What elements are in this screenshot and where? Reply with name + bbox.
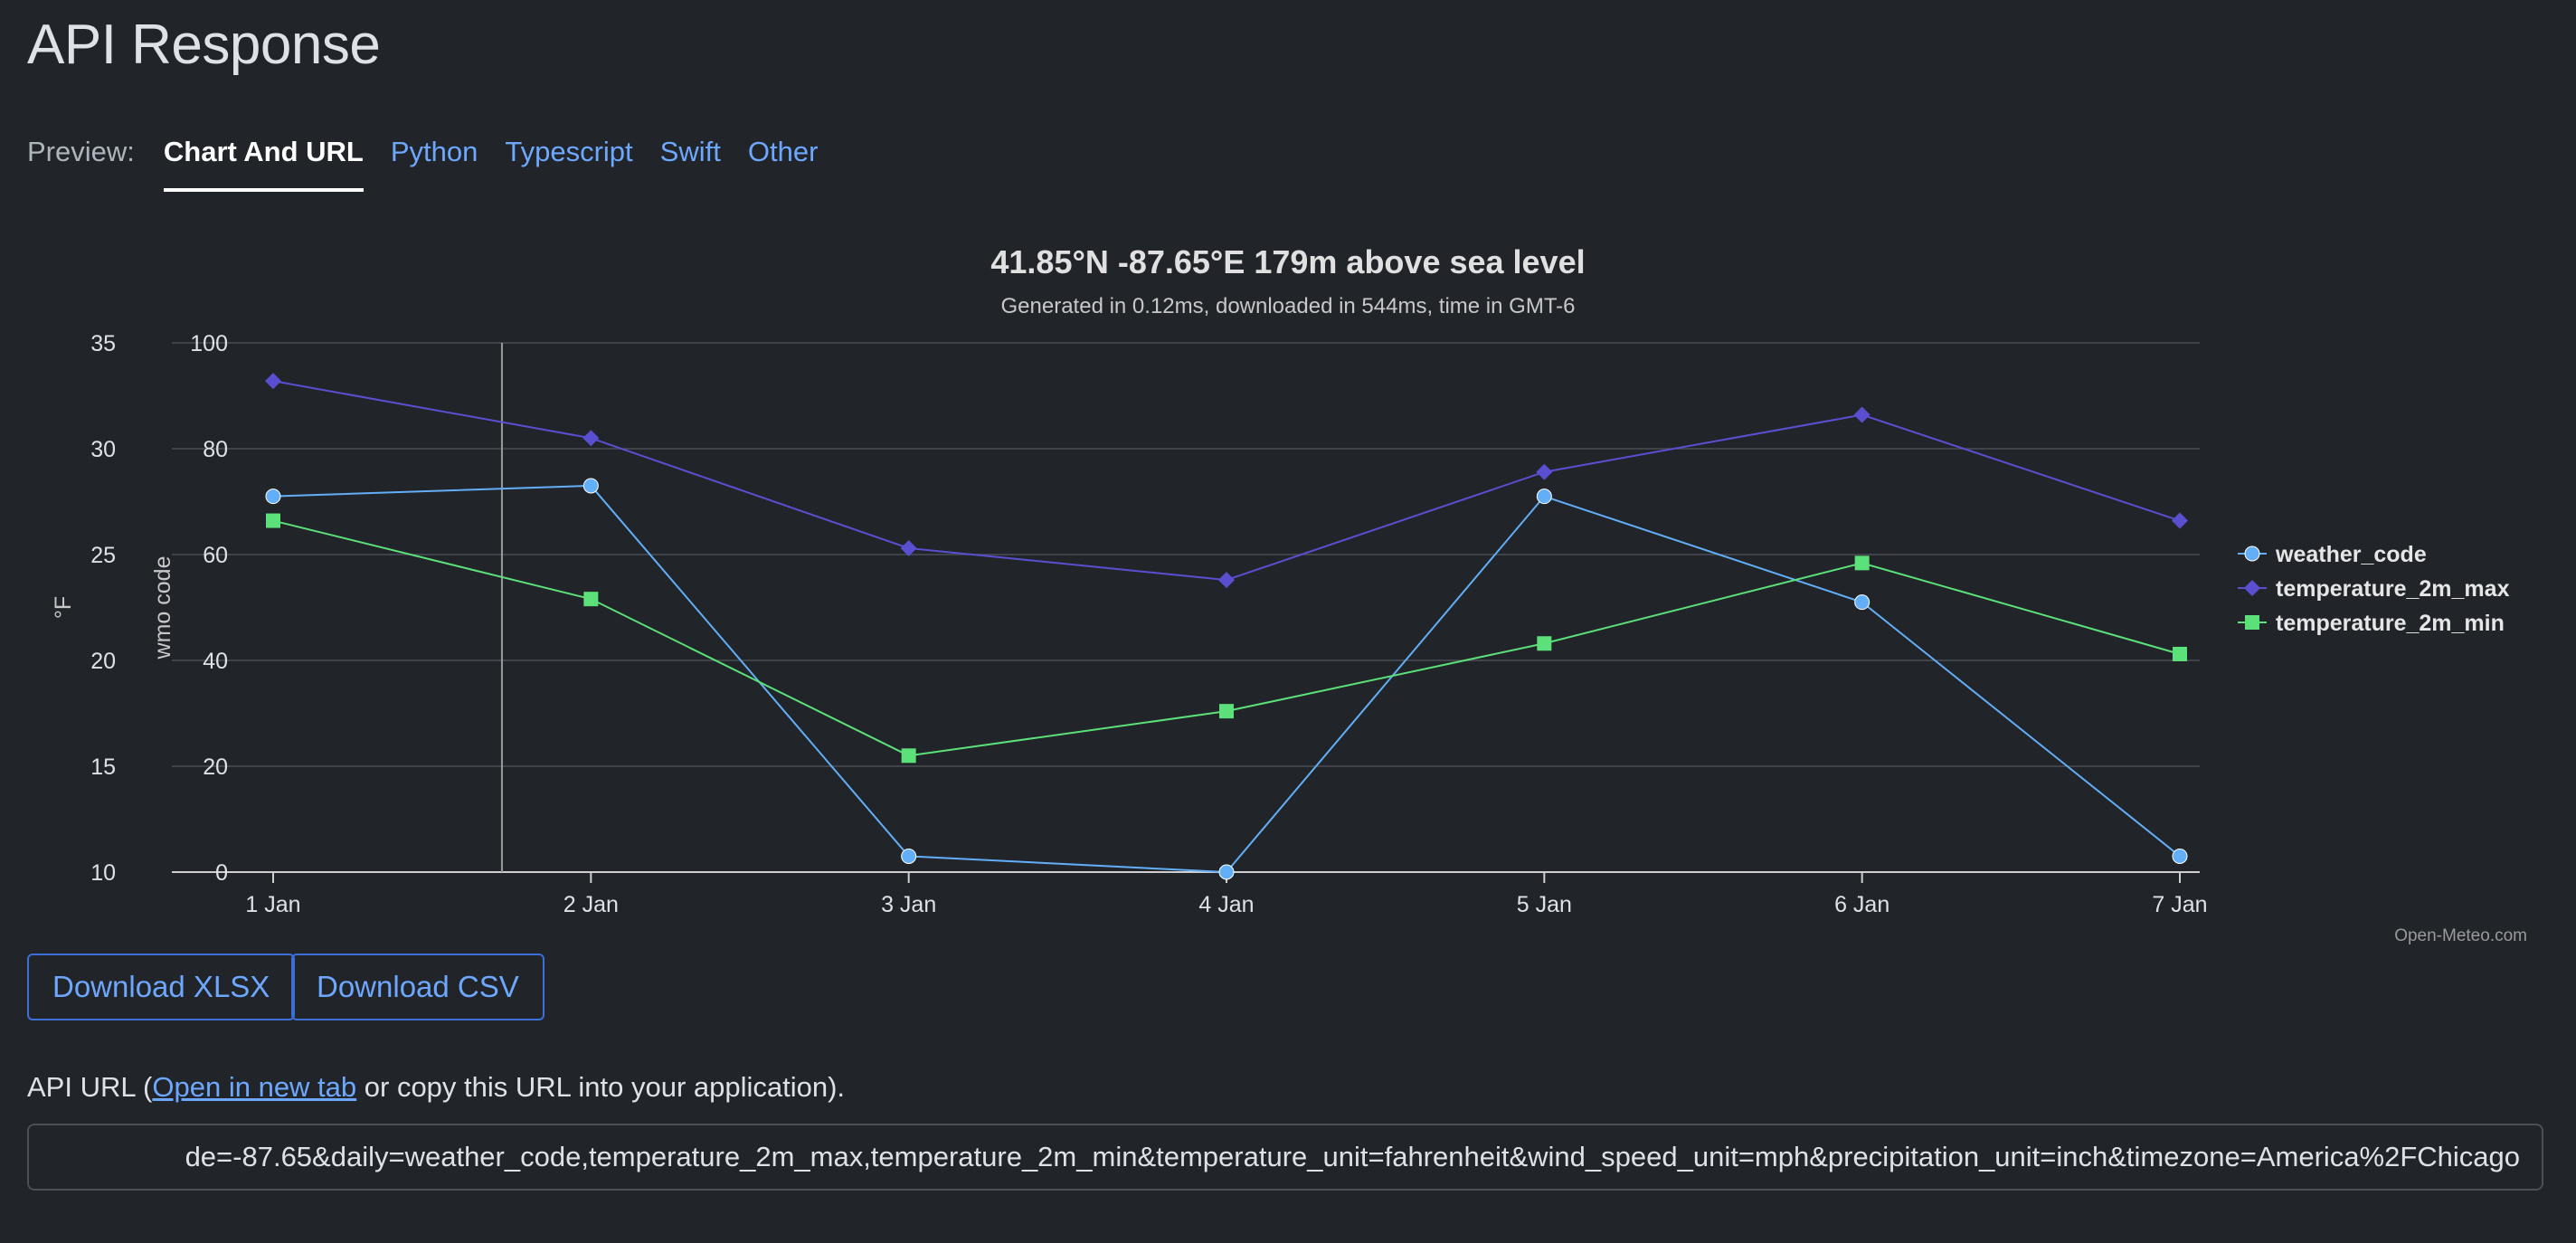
line-chart[interactable]: 41.85°N -87.65°E 179m above sea level Gen… (0, 217, 2576, 959)
tab-python[interactable]: Python (390, 136, 478, 167)
data-point-temperature_2m_max[interactable] (1536, 463, 1553, 480)
x-tick-label: 6 Jan (1834, 892, 1889, 917)
y-tick-label-wmo: 80 (203, 437, 228, 462)
y-tick-label-wmo: 40 (203, 649, 228, 674)
y-tick-label-wmo: 20 (203, 754, 228, 780)
data-point-temperature_2m_min[interactable] (901, 748, 916, 764)
data-point-temperature_2m_min[interactable] (583, 592, 599, 607)
data-point-temperature_2m_min[interactable] (1219, 704, 1234, 719)
tab-typescript[interactable]: Typescript (505, 136, 633, 167)
y-tick-label-wmo: 100 (190, 331, 228, 356)
api-url-label-suffix: or copy this URL into your application). (356, 1071, 846, 1103)
chart-subtitle: Generated in 0.12ms, downloaded in 544ms… (1001, 294, 1576, 318)
data-point-temperature_2m_min[interactable] (2173, 646, 2187, 661)
legend-item-weather_code: weather_code (2275, 542, 2427, 567)
data-point-weather_code[interactable] (901, 848, 917, 864)
data-point-temperature_2m_max[interactable] (265, 373, 281, 390)
y-tick-label-temp: 30 (90, 437, 116, 462)
series-line-temperature_2m_max (272, 380, 2181, 582)
legend-marker-weather_code[interactable] (2244, 546, 2260, 562)
preview-label: Preview: (27, 136, 135, 167)
y-tick-label-wmo: 60 (203, 543, 228, 568)
page-title: API Response (27, 14, 381, 76)
download-xlsx-button[interactable]: Download XLSX (27, 954, 296, 1020)
download-csv-button[interactable]: Download CSV (291, 954, 545, 1020)
chart-title: 41.85°N -87.65°E 179m above sea level (990, 243, 1585, 280)
y-tick-label-temp: 20 (90, 649, 116, 674)
api-url-label: API URL (Open in new tab or copy this UR… (27, 1071, 845, 1104)
x-tick-label: 2 Jan (564, 892, 619, 917)
data-point-weather_code[interactable] (1854, 594, 1870, 611)
chart-credit[interactable]: Open-Meteo.com (2394, 926, 2527, 945)
tab-swift[interactable]: Swift (659, 136, 721, 167)
data-point-weather_code[interactable] (1536, 489, 1552, 505)
api-url-label-prefix: API URL ( (27, 1071, 153, 1103)
legend-marker-temperature_2m_min[interactable] (2245, 615, 2259, 630)
open-in-new-tab-link[interactable]: Open in new tab (152, 1071, 357, 1103)
data-point-temperature_2m_min[interactable] (266, 513, 280, 528)
x-tick-label: 7 Jan (2152, 892, 2207, 917)
legend-item-temperature_2m_min: temperature_2m_min (2276, 611, 2505, 636)
data-point-temperature_2m_max[interactable] (2172, 512, 2188, 529)
y-tick-label-temp: 15 (90, 754, 116, 780)
series-line-weather_code (272, 484, 2181, 874)
y-tick-label-wmo: 0 (215, 860, 228, 886)
data-point-weather_code[interactable] (265, 489, 281, 505)
y-tick-label-temp: 35 (90, 331, 116, 356)
legend-item-temperature_2m_max: temperature_2m_max (2276, 576, 2510, 602)
y-axis-title-wmo: wmo code (150, 556, 175, 660)
series-line-temperature_2m_min (272, 519, 2181, 757)
y-tick-label-temp: 25 (90, 543, 116, 568)
tab-other[interactable]: Other (747, 136, 819, 167)
x-tick-label: 5 Jan (1517, 892, 1572, 917)
data-point-weather_code[interactable] (582, 478, 599, 494)
x-tick-label: 4 Jan (1198, 892, 1254, 917)
data-point-temperature_2m_max[interactable] (1853, 406, 1870, 423)
api-url-text: de=-87.65&daily=weather_code,temperature… (185, 1141, 2520, 1172)
api-url-field[interactable]: de=-87.65&daily=weather_code,temperature… (27, 1124, 2543, 1191)
y-tick-label-temp: 10 (90, 860, 116, 886)
data-point-weather_code[interactable] (1218, 864, 1235, 880)
x-tick-label: 3 Jan (881, 892, 936, 917)
data-point-temperature_2m_max[interactable] (582, 430, 600, 447)
chart-container: 41.85°N -87.65°E 179m above sea level Gen… (0, 217, 2576, 959)
data-point-temperature_2m_max[interactable] (1218, 572, 1235, 589)
x-tick-label: 1 Jan (245, 892, 300, 917)
data-point-temperature_2m_min[interactable] (1854, 555, 1870, 571)
data-point-weather_code[interactable] (2172, 848, 2188, 864)
preview-tabs: Preview: Chart And URL Python Typescript… (27, 136, 845, 201)
y-axis-title-temp: °F (51, 596, 76, 619)
data-point-temperature_2m_max[interactable] (900, 539, 917, 556)
tab-chart-and-url[interactable]: Chart And URL (163, 136, 364, 192)
data-point-temperature_2m_min[interactable] (1537, 636, 1552, 651)
legend-marker-temperature_2m_max[interactable] (2244, 580, 2260, 596)
